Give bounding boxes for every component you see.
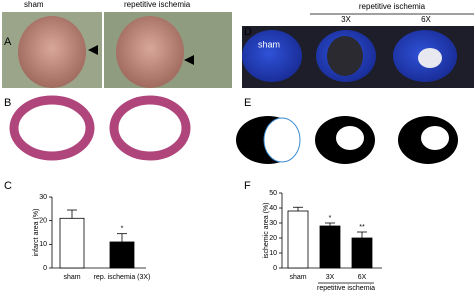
y-tick-label: 10	[269, 250, 277, 257]
y-tick-label: 20	[269, 235, 277, 242]
x-tick-label: rep. ischemia (3X)	[94, 274, 151, 281]
y-tick-label: 0	[43, 265, 47, 272]
panel-label: B	[4, 97, 11, 109]
panel-label: D	[244, 26, 252, 38]
x-tick-label: sham	[63, 274, 80, 281]
x-tick-label: 6X	[358, 274, 367, 281]
y-tick-label: 30	[39, 194, 47, 201]
caption: sham	[24, 0, 44, 9]
bar	[319, 225, 341, 269]
panel-label: F	[244, 180, 251, 192]
mask-e	[236, 116, 458, 164]
x-tick-label: 3X	[326, 274, 335, 281]
significance: **	[359, 224, 365, 231]
y-tick-label: 30	[269, 220, 277, 227]
caption: 6X	[421, 15, 431, 24]
y-tick-label: 20	[39, 218, 47, 225]
caption: repetitive ischemia	[124, 0, 191, 9]
bar	[109, 241, 135, 269]
bar	[351, 237, 373, 269]
caption: sham	[258, 39, 280, 49]
group-label: repetitive ischemia	[317, 285, 375, 292]
bar	[59, 217, 85, 269]
significance: *	[121, 226, 124, 233]
panel-label: C	[4, 180, 12, 192]
y-axis-title: ischemic area (%)	[263, 202, 270, 258]
y-tick-label: 40	[269, 205, 277, 212]
significance: *	[329, 215, 332, 222]
photo-a	[2, 12, 232, 88]
panel-label: E	[244, 97, 251, 109]
bar	[287, 210, 309, 269]
y-axis-title: infarct area (%)	[33, 209, 40, 257]
caption: repetitive ischemia	[359, 2, 426, 11]
y-tick-label: 50	[269, 190, 277, 197]
x-tick-label: sham	[289, 274, 306, 281]
photo-d	[242, 13, 474, 88]
histology-b	[9, 95, 191, 161]
y-tick-label: 0	[273, 265, 277, 272]
y-tick-label: 10	[39, 241, 47, 248]
caption: 3X	[341, 15, 351, 24]
panel-label: A	[4, 36, 12, 48]
